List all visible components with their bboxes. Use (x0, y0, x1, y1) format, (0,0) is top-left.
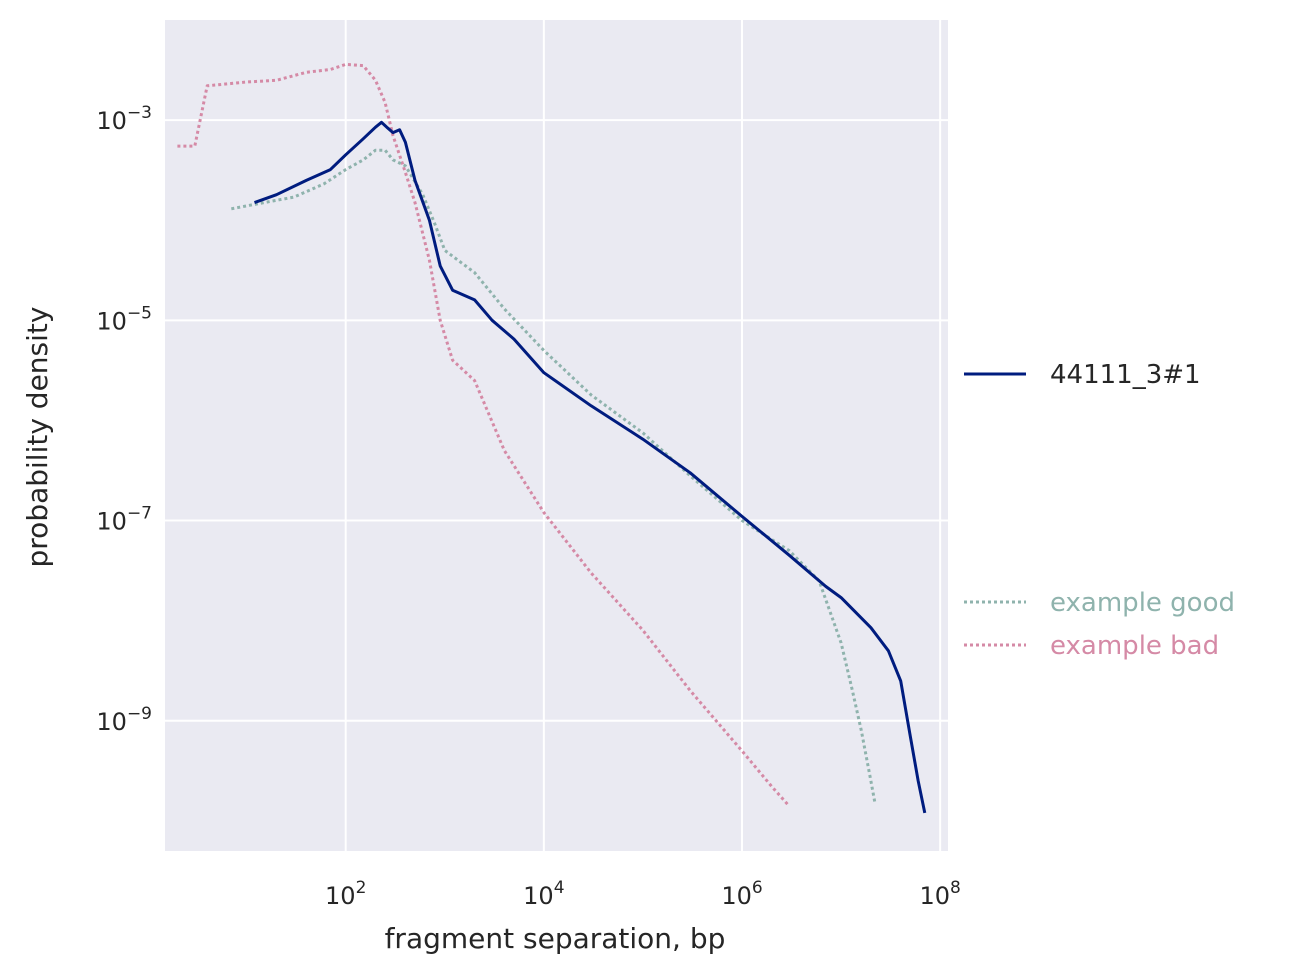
x-axis-title: fragment separation, bp (385, 922, 726, 955)
y-axis-title: probability density (21, 307, 54, 568)
plot-area (165, 20, 948, 851)
y-tick-labels: 10−3 10−5 10−7 10−9 (96, 103, 152, 736)
x-tick-label: 108 (919, 878, 960, 910)
legend-label-1: example good (1050, 588, 1235, 618)
grid-lines (165, 20, 948, 851)
y-tick-label: 10−3 (96, 103, 152, 135)
x-tick-label: 106 (721, 878, 762, 910)
legend-label-2: example bad (1050, 631, 1219, 661)
x-tick-label: 102 (325, 878, 366, 910)
series-line-1 (231, 148, 877, 804)
y-tick-label: 10−7 (96, 504, 152, 536)
legend-label-0: 44111_3#1 (1050, 360, 1201, 390)
x-tick-labels: 102 104 106 108 (325, 878, 961, 910)
series-line-0 (253, 120, 927, 814)
y-tick-label: 10−5 (96, 303, 152, 335)
series-group (177, 62, 927, 814)
x-tick-label: 104 (523, 878, 564, 910)
y-tick-label: 10−9 (96, 704, 152, 736)
